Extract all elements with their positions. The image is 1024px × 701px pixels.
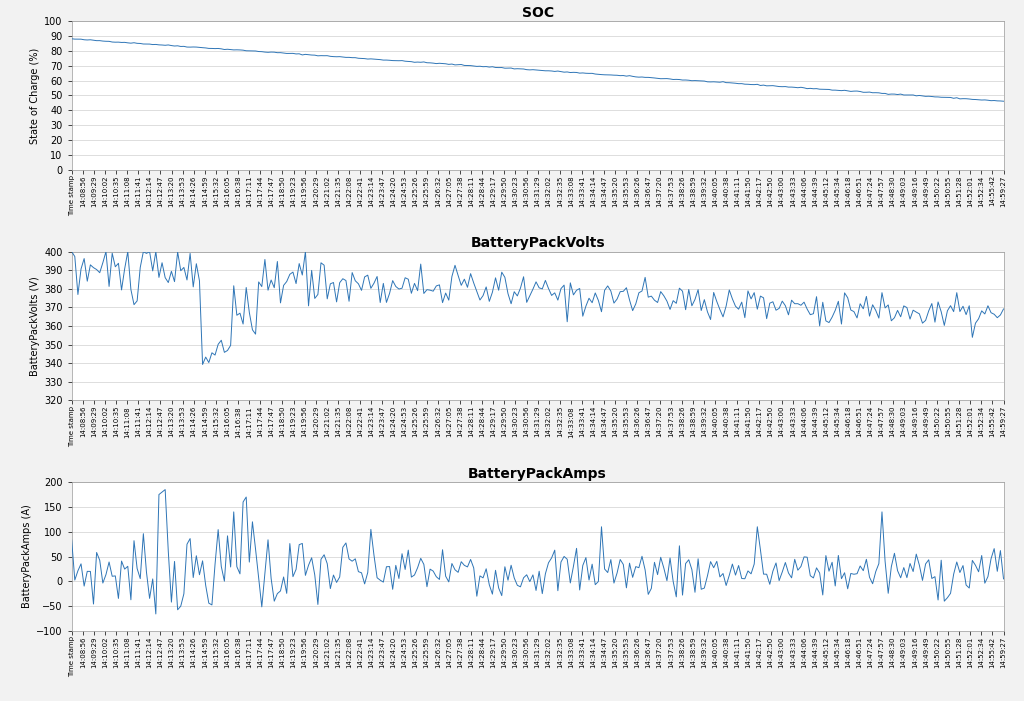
Y-axis label: State of Charge (%): State of Charge (%): [30, 47, 40, 144]
Y-axis label: BatteryPackVolts (V): BatteryPackVolts (V): [30, 276, 40, 376]
Title: SOC: SOC: [521, 6, 554, 20]
Y-axis label: BatteryPackAmps (A): BatteryPackAmps (A): [22, 505, 32, 608]
Title: BatteryPackAmps: BatteryPackAmps: [468, 467, 607, 481]
Title: BatteryPackVolts: BatteryPackVolts: [470, 236, 605, 250]
